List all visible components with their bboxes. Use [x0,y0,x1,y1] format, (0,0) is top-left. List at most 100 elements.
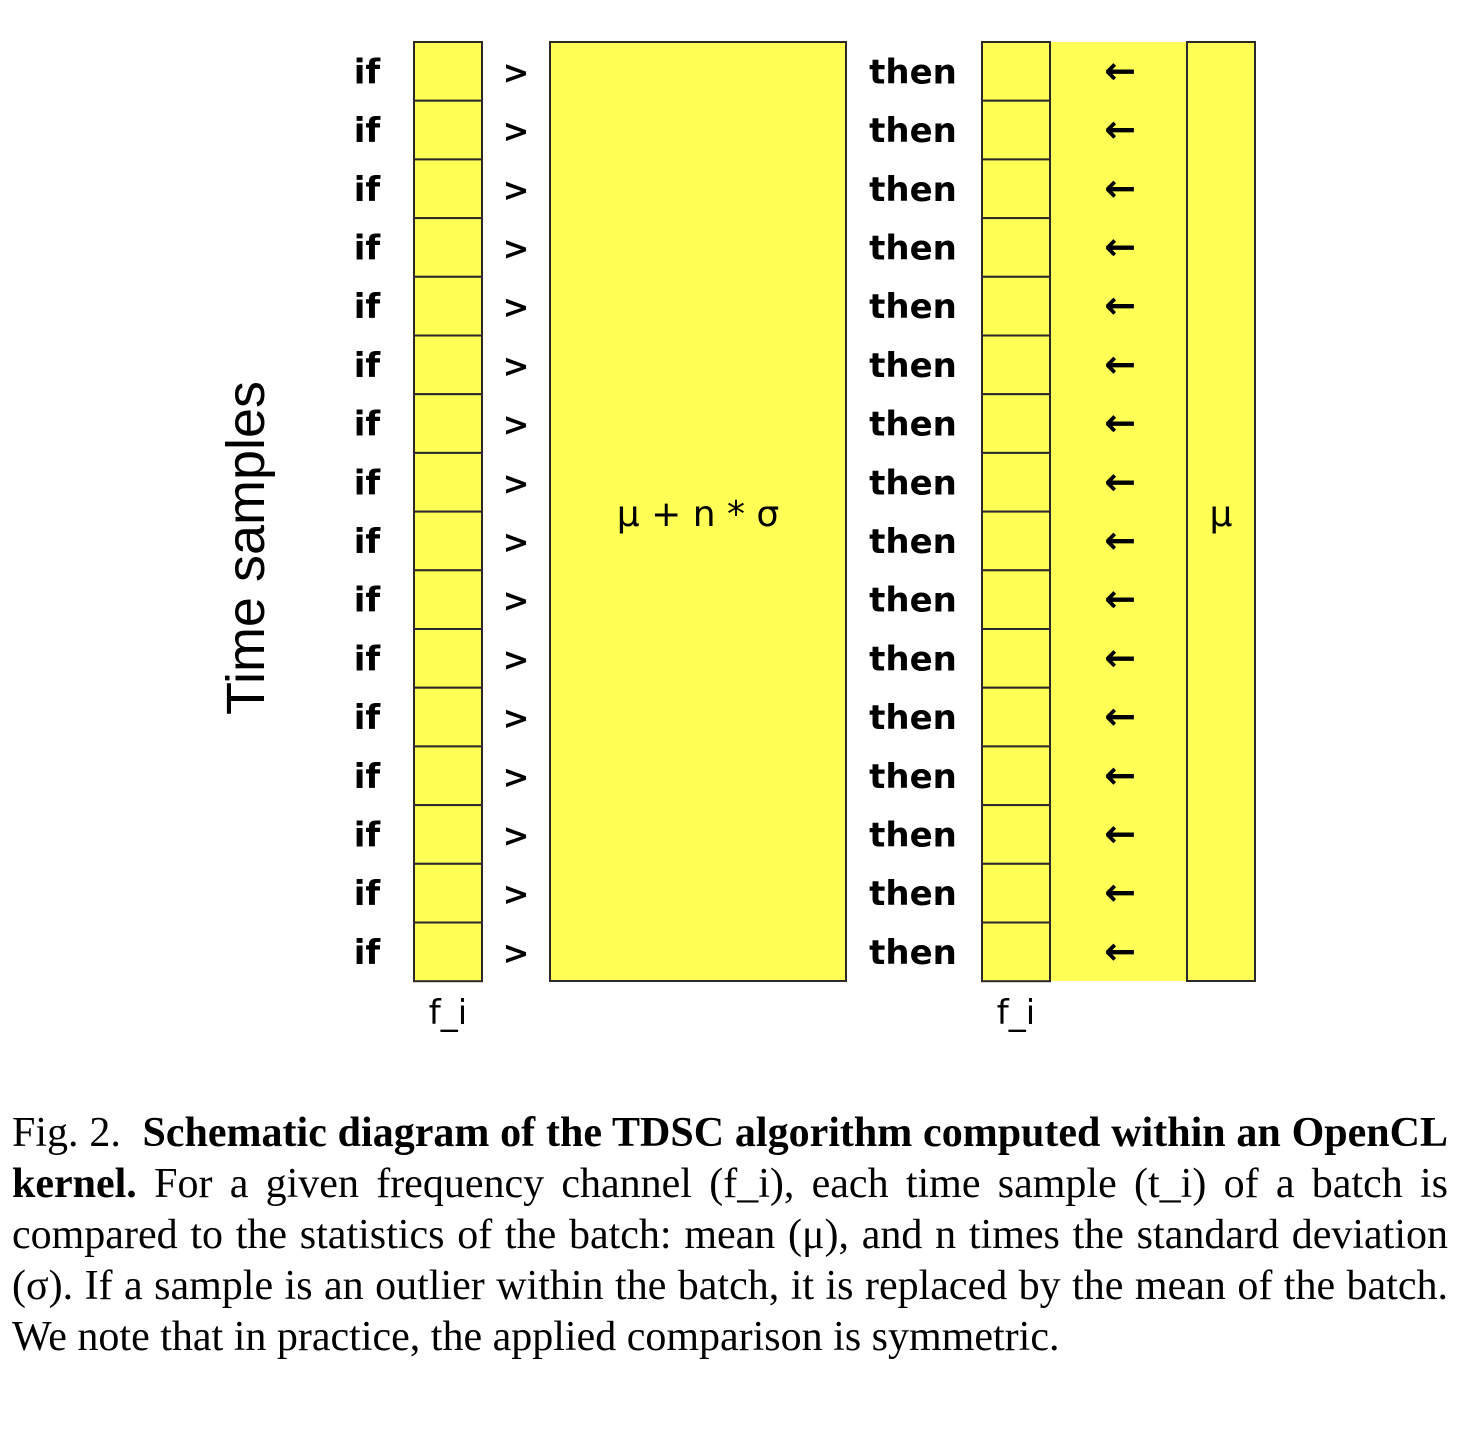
if-label: if [354,228,382,268]
if-label: if [354,287,382,327]
threshold-box [549,41,847,982]
if-label: if [354,463,382,503]
left-arrow-icon: ← [1104,811,1136,855]
if-label: if [354,346,382,386]
if-label: if [354,581,382,621]
then-label: then [869,228,957,268]
right-sample-cell [981,804,1051,865]
left-arrow-icon: ← [1104,48,1136,92]
right-sample-cell [981,393,1051,454]
left-arrow-icon: ← [1104,929,1136,973]
then-label: then [869,346,957,386]
left-arrow-icon: ← [1104,518,1136,562]
then-label: then [869,639,957,679]
left-arrow-icon: ← [1104,283,1136,327]
right-sample-cell [981,569,1051,630]
then-label: then [869,463,957,503]
left-arrow-icon: ← [1104,577,1136,621]
left-sample-cell [413,334,483,396]
left-arrow-icon: ← [1104,753,1136,797]
greater-than-label: > [503,875,530,913]
if-label: if [354,933,382,973]
then-label: then [869,287,957,327]
if-label: if [354,639,382,679]
right-sample-cell [981,334,1051,396]
left-sample-cell [413,393,483,454]
right-sample-cell [981,158,1051,220]
if-label: if [354,874,382,914]
left-sample-cell [413,569,483,630]
then-label: then [869,757,957,797]
right-sample-cell [981,451,1051,513]
left-sample-cell [413,804,483,865]
then-label: then [869,874,957,914]
figure-caption: Fig. 2. Schematic diagram of the TDSC al… [12,1108,1448,1363]
right-sample-cell [981,745,1051,807]
greater-than-label: > [503,758,530,796]
if-label: if [354,111,382,151]
greater-than-label: > [503,288,530,326]
left-sample-cell [413,686,483,748]
greater-than-label: > [503,229,530,267]
tdsc-schematic-diagram: if > then ← if > then ← if > then ← if > then ← if > then ←… [354,41,1256,1033]
then-label: then [869,170,957,210]
left-arrow-icon: ← [1104,166,1136,210]
time-samples-axis-label: Time samples [216,380,276,716]
greater-than-label: > [503,112,530,150]
then-label: then [869,52,957,92]
greater-than-label: > [503,640,530,678]
left-sample-cell [413,217,483,278]
left-sample-cell [413,41,483,102]
then-label: then [869,933,957,973]
right-sample-cell [981,862,1051,924]
caption-fig-label: Fig. 2. [12,1110,121,1156]
if-label: if [354,522,382,562]
left-sample-cell [413,745,483,807]
left-sample-cell [413,921,483,983]
right-sample-cell [981,99,1051,161]
left-arrow-icon: ← [1104,870,1136,914]
right-sample-cell [981,628,1051,689]
greater-than-label: > [503,934,530,972]
left-sample-cell [413,510,483,572]
arrow-band [1050,42,1187,981]
left-column-label: f_i [429,993,467,1033]
right-sample-cell [981,217,1051,278]
greater-than-label: > [503,53,530,91]
then-label: then [869,111,957,151]
greater-than-label: > [503,699,530,737]
then-label: then [869,815,957,855]
left-sample-cell [413,862,483,924]
mean-label: μ [1210,494,1233,535]
mean-box [1186,41,1256,982]
caption-title: Schematic diagram of the TDSC algorithm … [12,1110,1449,1207]
threshold-label: μ + n * σ [617,494,779,535]
left-arrow-icon: ← [1104,694,1136,738]
if-label: if [354,170,382,210]
left-sample-cell [413,628,483,689]
if-label: if [354,698,382,738]
if-label: if [354,52,382,92]
then-label: then [869,698,957,738]
left-arrow-icon: ← [1104,342,1136,386]
left-arrow-icon: ← [1104,224,1136,268]
greater-than-label: > [503,171,530,209]
then-label: then [869,405,957,445]
left-arrow-icon: ← [1104,459,1136,503]
greater-than-label: > [503,582,530,620]
if-label: if [354,757,382,797]
right-sample-cell [981,275,1051,337]
then-label: then [869,522,957,562]
right-column-label: f_i [997,993,1035,1033]
left-sample-cell [413,275,483,337]
greater-than-label: > [503,347,530,385]
left-sample-cell [413,158,483,220]
if-label: if [354,405,382,445]
greater-than-label: > [503,523,530,561]
greater-than-label: > [503,816,530,854]
greater-than-label: > [503,406,530,444]
right-sample-cell [981,41,1051,102]
greater-than-label: > [503,464,530,502]
left-arrow-icon: ← [1104,401,1136,445]
then-label: then [869,581,957,621]
